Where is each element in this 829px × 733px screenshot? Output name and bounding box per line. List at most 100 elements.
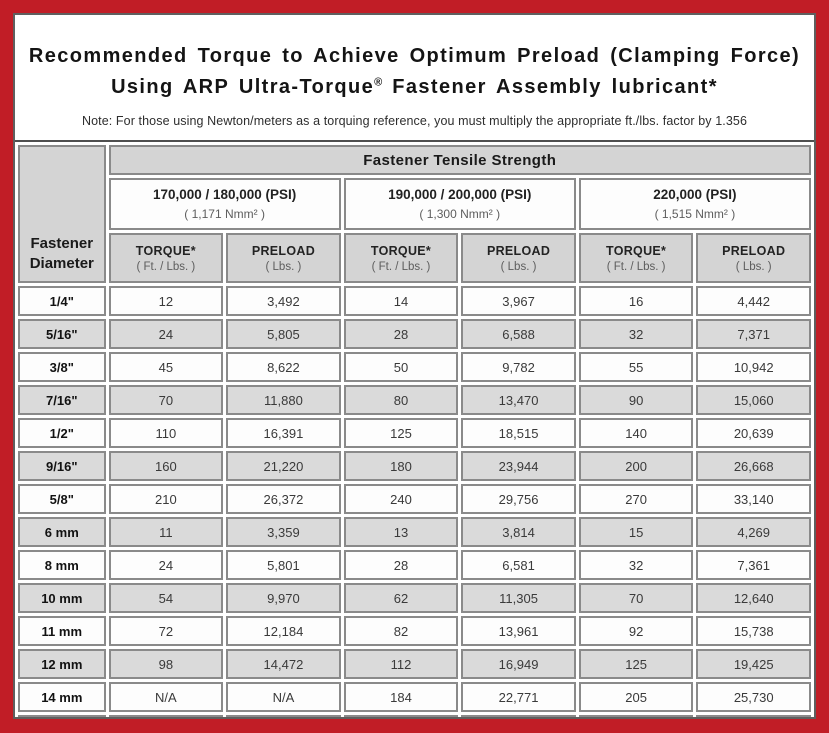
row-value-torque-3: 125: [578, 649, 694, 679]
tensile-strength-header: Fastener Tensile Strength: [108, 145, 811, 175]
row-value-preload-2: 23,944: [461, 451, 576, 481]
table-row: 1/4" 12 3,492 14 3,967 16 4,442: [18, 286, 811, 316]
column-unit: ( Lbs. ): [735, 260, 772, 273]
table-row: 5/16" 24 5,805 28 6,588 32 7,371: [18, 319, 811, 349]
row-value-torque-3: 32: [578, 319, 694, 349]
row-value-preload-3: 7,371: [696, 319, 811, 349]
row-value-preload-1: 8,622: [226, 352, 341, 382]
row-value-preload-3: 4,269: [696, 517, 811, 547]
row-diameter: 1/4": [18, 286, 106, 316]
row-diameter: 10 mm: [18, 583, 106, 613]
row-value-torque-2: 62: [343, 583, 459, 613]
row-value-torque-3: 140: [578, 418, 694, 448]
row-value-torque-3: 32: [578, 550, 694, 580]
row-value-torque-2: 112: [343, 649, 459, 679]
table-body: 1/4" 12 3,492 14 3,967 16 4,442 5/16" 24…: [18, 286, 811, 717]
row-value-torque-1: N/A: [108, 682, 224, 712]
row-value-preload-1: 21,220: [226, 451, 341, 481]
tensile-header-row: Fastener Diameter Fastener Tensile Stren…: [18, 145, 811, 283]
row-value-preload-2: 6,588: [461, 319, 576, 349]
column-unit: ( Lbs. ): [265, 260, 302, 273]
row-value-preload-3: 15,738: [696, 616, 811, 646]
row-diameter: 16 mm: [18, 715, 106, 717]
column-label: TORQUE*: [370, 243, 432, 258]
row-value-preload-2: 3,814: [461, 517, 576, 547]
column-header-torque-2: TORQUE* ( Ft. / Lbs. ): [343, 233, 459, 283]
row-value-preload-3: 20,639: [696, 418, 811, 448]
row-value-preload-3: 15,060: [696, 385, 811, 415]
row-value-preload-1: N/A: [226, 715, 341, 717]
row-value-torque-1: 45: [108, 352, 224, 382]
row-value-torque-1: 24: [108, 319, 224, 349]
row-value-torque-3: 272: [578, 715, 694, 717]
row-value-preload-1: 16,391: [226, 418, 341, 448]
row-value-torque-2: 28: [343, 550, 459, 580]
column-header-torque-1: TORQUE* ( Ft. / Lbs. ): [108, 233, 224, 283]
row-value-preload-1: 3,359: [226, 517, 341, 547]
psi-header-row: 170,000 / 180,000 (PSI) ( 1,171 Nmm² ) 1…: [18, 178, 811, 230]
row-value-torque-2: 240: [343, 484, 459, 514]
psi-group-header-3: 220,000 (PSI) ( 1,515 Nmm² ): [578, 178, 811, 230]
row-value-torque-2: 80: [343, 385, 459, 415]
table-row: 16 mm N/A N/A 244 29,664 272 33,519: [18, 715, 811, 717]
column-label: PRELOAD: [486, 243, 551, 258]
row-value-torque-1: 70: [108, 385, 224, 415]
row-diameter: 1/2": [18, 418, 106, 448]
table-row: 14 mm N/A N/A 184 22,771 205 25,730: [18, 682, 811, 712]
column-unit: ( Ft. / Lbs. ): [606, 260, 666, 273]
psi-group-header-2: 190,000 / 200,000 (PSI) ( 1,300 Nmm² ): [343, 178, 576, 230]
title-block: Recommended Torque to Achieve Optimum Pr…: [15, 15, 814, 140]
table-row: 10 mm 54 9,970 62 11,305 70 12,640: [18, 583, 811, 613]
column-label: PRELOAD: [722, 243, 786, 258]
row-value-preload-1: 9,970: [226, 583, 341, 613]
table-row: 5/8" 210 26,372 240 29,756 270 33,140: [18, 484, 811, 514]
column-label: TORQUE*: [135, 243, 196, 258]
row-value-preload-3: 7,361: [696, 550, 811, 580]
column-header-row: TORQUE* ( Ft. / Lbs. ) PRELOAD ( Lbs. ) …: [18, 233, 811, 283]
row-diameter: 14 mm: [18, 682, 106, 712]
row-value-torque-3: 205: [578, 682, 694, 712]
row-value-torque-1: 160: [108, 451, 224, 481]
row-value-preload-1: 5,801: [226, 550, 341, 580]
psi-label: 220,000 (PSI): [653, 187, 737, 202]
table-row: 1/2" 110 16,391 125 18,515 140 20,639: [18, 418, 811, 448]
row-value-torque-1: 110: [108, 418, 224, 448]
row-diameter: 11 mm: [18, 616, 106, 646]
row-value-torque-1: 98: [108, 649, 224, 679]
column-header-torque-3: TORQUE* ( Ft. / Lbs. ): [578, 233, 694, 283]
row-value-preload-1: 26,372: [226, 484, 341, 514]
psi-group-header-1: 170,000 / 180,000 (PSI) ( 1,171 Nmm² ): [108, 178, 341, 230]
row-value-preload-3: 10,942: [696, 352, 811, 382]
row-value-preload-2: 29,756: [461, 484, 576, 514]
nmm-label: ( 1,171 Nmm² ): [184, 207, 265, 221]
row-value-preload-1: 12,184: [226, 616, 341, 646]
row-value-preload-2: 22,771: [461, 682, 576, 712]
column-unit: ( Ft. / Lbs. ): [371, 260, 431, 273]
table-row: 11 mm 72 12,184 82 13,961 92 15,738: [18, 616, 811, 646]
row-value-torque-2: 184: [343, 682, 459, 712]
row-value-torque-3: 200: [578, 451, 694, 481]
row-value-preload-1: 3,492: [226, 286, 341, 316]
row-value-preload-3: 4,442: [696, 286, 811, 316]
row-value-torque-3: 90: [578, 385, 694, 415]
row-value-torque-2: 125: [343, 418, 459, 448]
row-value-preload-3: 19,425: [696, 649, 811, 679]
row-value-torque-2: 82: [343, 616, 459, 646]
row-value-preload-3: 25,730: [696, 682, 811, 712]
row-value-preload-3: 33,519: [696, 715, 811, 717]
row-value-torque-1: 12: [108, 286, 224, 316]
note-text: Note: For those using Newton/meters as a…: [81, 114, 747, 128]
row-value-preload-2: 16,949: [461, 649, 576, 679]
row-diameter: 6 mm: [18, 517, 106, 547]
title-line2: Using ARP Ultra-Torque® Fastener Assembl…: [111, 76, 718, 98]
nmm-label: ( 1,515 Nmm² ): [654, 207, 736, 221]
row-diameter: 5/16": [18, 319, 106, 349]
table-row: 8 mm 24 5,801 28 6,581 32 7,361: [18, 550, 811, 580]
table-row: 6 mm 11 3,359 13 3,814 15 4,269: [18, 517, 811, 547]
row-diameter: 12 mm: [18, 649, 106, 679]
row-value-preload-3: 33,140: [696, 484, 811, 514]
table-row: 12 mm 98 14,472 112 16,949 125 19,425: [18, 649, 811, 679]
row-value-preload-2: 29,664: [461, 715, 576, 717]
row-diameter: 8 mm: [18, 550, 106, 580]
